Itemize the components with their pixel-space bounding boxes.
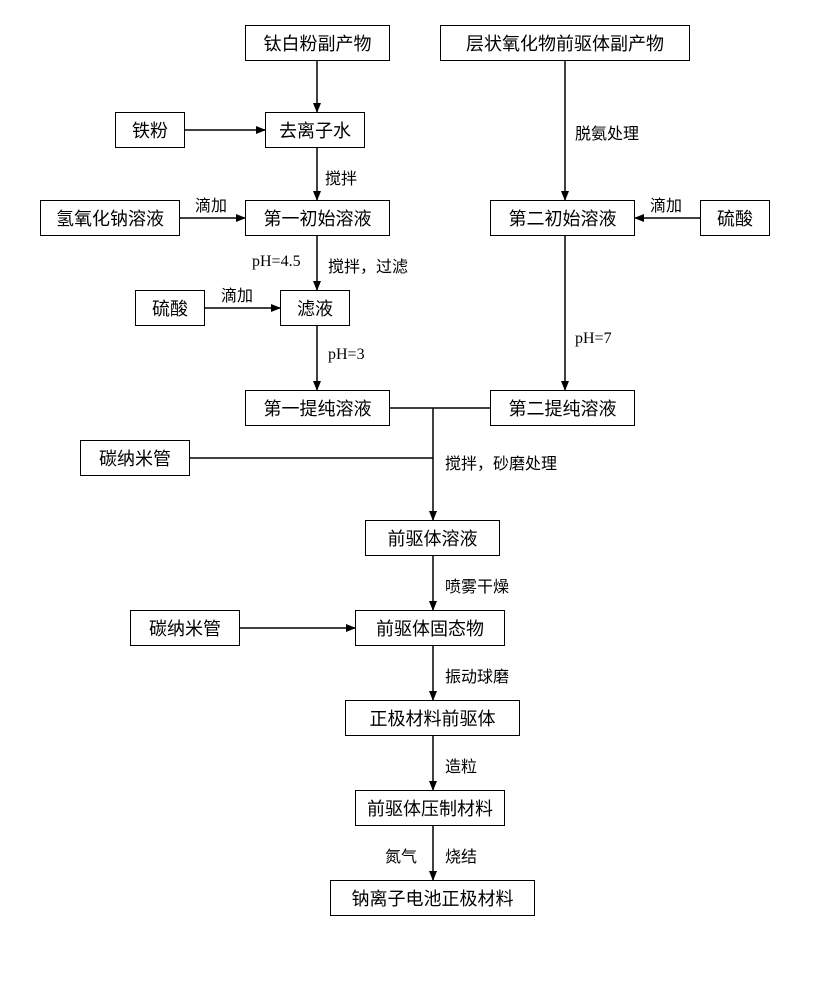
node-solid: 前驱体固态物 [355, 610, 505, 646]
node-sol1a: 第一初始溶液 [245, 200, 390, 236]
node-cnt1: 碳纳米管 [80, 440, 190, 476]
node-water: 去离子水 [265, 112, 365, 148]
node-h2so4r: 硫酸 [700, 200, 770, 236]
edge-label-h2so4l-filtrate: 滴加 [221, 282, 253, 306]
edge-label-naoh-sol1a: 滴加 [195, 192, 227, 216]
node-iron: 铁粉 [115, 112, 185, 148]
node-precsol: 前驱体溶液 [365, 520, 500, 556]
node-filtrate: 滤液 [280, 290, 350, 326]
node-pure2: 第二提纯溶液 [490, 390, 635, 426]
edge-label2-sol1a-filtrate: pH=4.5 [252, 253, 301, 271]
node-sol2a: 第二初始溶液 [490, 200, 635, 236]
edge-label-sol1a-filtrate: 搅拌，过滤 [328, 253, 408, 277]
edge-label2-pressed-final: 氮气 [385, 843, 417, 867]
node-cnt2: 碳纳米管 [130, 610, 240, 646]
node-final: 钠离子电池正极材料 [330, 880, 535, 916]
edge-label-filtrate-pure1: pH=3 [328, 346, 365, 364]
edge-label-h2so4r-sol2a: 滴加 [650, 192, 682, 216]
node-posprec: 正极材料前驱体 [345, 700, 520, 736]
edge-label-sol2a-pure2: pH=7 [575, 330, 612, 348]
node-naoh: 氢氧化钠溶液 [40, 200, 180, 236]
node-h2so4l: 硫酸 [135, 290, 205, 326]
edge-label-precsol-solid: 喷雾干燥 [445, 573, 509, 597]
edge-label-layered-sol2a: 脱氨处理 [575, 120, 639, 144]
node-titanium: 钛白粉副产物 [245, 25, 390, 61]
node-layered: 层状氧化物前驱体副产物 [440, 25, 690, 61]
edge-label-water-sol1a: 搅拌 [325, 165, 357, 189]
edge-label-merge-precsol: 搅拌，砂磨处理 [445, 450, 557, 474]
edge-label-solid-posprec: 振动球磨 [445, 663, 509, 687]
edge-label-posprec-pressed: 造粒 [445, 753, 477, 777]
node-pure1: 第一提纯溶液 [245, 390, 390, 426]
flowchart-canvas: 钛白粉副产物 层状氧化物前驱体副产物铁粉 去离子水氢氧化钠溶液 第一初始溶液 第二初始溶… [0, 0, 825, 1000]
node-pressed: 前驱体压制材料 [355, 790, 505, 826]
edge-label-pressed-final: 烧结 [445, 843, 477, 867]
